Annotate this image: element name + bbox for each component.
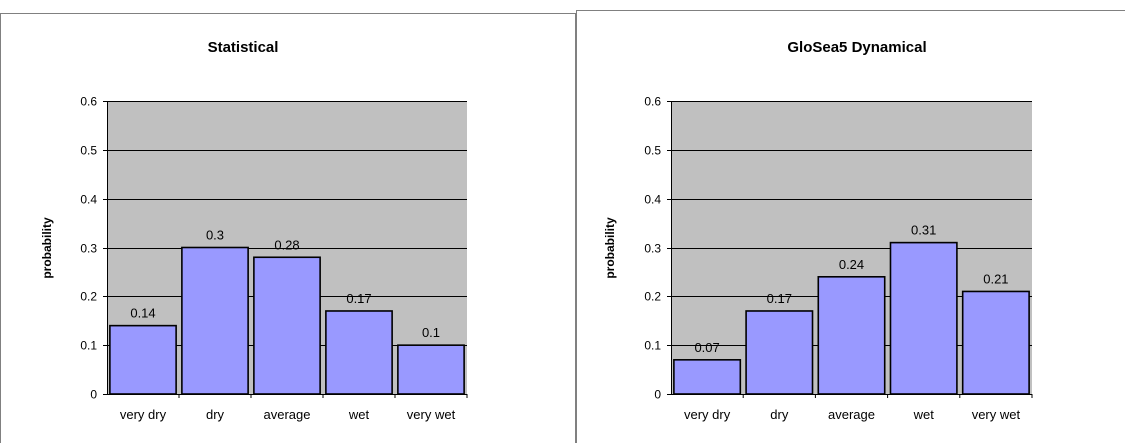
x-tick-label: very wet	[972, 407, 1021, 422]
bar	[397, 344, 465, 395]
x-tick-label: very dry	[684, 407, 731, 422]
data-label: 0.28	[274, 237, 299, 252]
chart-glosea5-dynamical: GloSea5 Dynamical probability 0 0.1 0.2 0.3…	[576, 10, 1125, 443]
x-tick-label: average	[828, 407, 875, 422]
bar	[181, 246, 249, 395]
x-tick-label: very dry	[120, 407, 167, 422]
y-tick-label: 0.3	[644, 242, 661, 256]
data-label: 0.21	[983, 271, 1008, 286]
y-tick-label: 0	[654, 388, 661, 402]
x-tick-label: wet	[348, 407, 370, 422]
chart-statistical: Statistical probability 0 0.1 0.2 0.3 0.4 0.5…	[0, 13, 576, 443]
bar	[673, 359, 742, 395]
bar	[253, 256, 321, 395]
data-label: 0.14	[130, 306, 155, 321]
data-label: 0.3	[206, 228, 224, 243]
plot-area: 0 0.1 0.2 0.3 0.4 0.5 0.6 0.07 very dry 0.17 dry 0.…	[644, 95, 1033, 422]
data-label: 0.31	[911, 223, 936, 238]
y-tick-label: 0.2	[644, 290, 661, 304]
chart-title: Statistical	[208, 39, 279, 56]
y-axis-label: probability	[603, 217, 617, 279]
chart-panel-glosea5: GloSea5 Dynamical probability 0 0.1 0.2 0.3…	[576, 0, 1125, 443]
data-label: 0.07	[694, 340, 719, 355]
x-tick-label: very wet	[407, 407, 456, 422]
x-tick-label: average	[264, 407, 311, 422]
y-tick-label: 0.1	[80, 339, 97, 353]
y-tick-label: 0.1	[644, 339, 661, 353]
data-label: 0.17	[767, 291, 792, 306]
chart-panel-statistical: Statistical probability 0 0.1 0.2 0.3 0.4 0.5…	[0, 13, 576, 443]
bar	[745, 310, 814, 395]
x-tick-label: dry	[206, 407, 225, 422]
chart-border	[0, 13, 576, 443]
x-tick-label: dry	[770, 407, 789, 422]
y-tick-label: 0.5	[80, 144, 97, 158]
y-tick-label: 0.2	[80, 290, 97, 304]
y-tick-label: 0.3	[80, 242, 97, 256]
bar	[889, 241, 958, 395]
data-label: 0.17	[346, 291, 371, 306]
plot-area: 0 0.1 0.2 0.3 0.4 0.5 0.6 0.14 very dry 0.3 dry 0.2…	[80, 95, 468, 422]
y-tick-label: 0.5	[644, 144, 661, 158]
bar	[325, 310, 393, 395]
x-tick-label: wet	[913, 407, 935, 422]
data-label: 0.1	[422, 325, 440, 340]
y-tick-label: 0.6	[644, 95, 661, 109]
bar	[817, 275, 886, 395]
y-axis-label: probability	[40, 217, 54, 279]
chart-title: GloSea5 Dynamical	[787, 39, 926, 56]
bar	[109, 324, 177, 395]
data-label: 0.24	[839, 257, 864, 272]
y-tick-label: 0.4	[80, 193, 97, 207]
y-tick-label: 0.4	[644, 193, 661, 207]
y-tick-label: 0.6	[80, 95, 97, 109]
bar	[961, 290, 1030, 395]
y-tick-label: 0	[90, 388, 97, 402]
